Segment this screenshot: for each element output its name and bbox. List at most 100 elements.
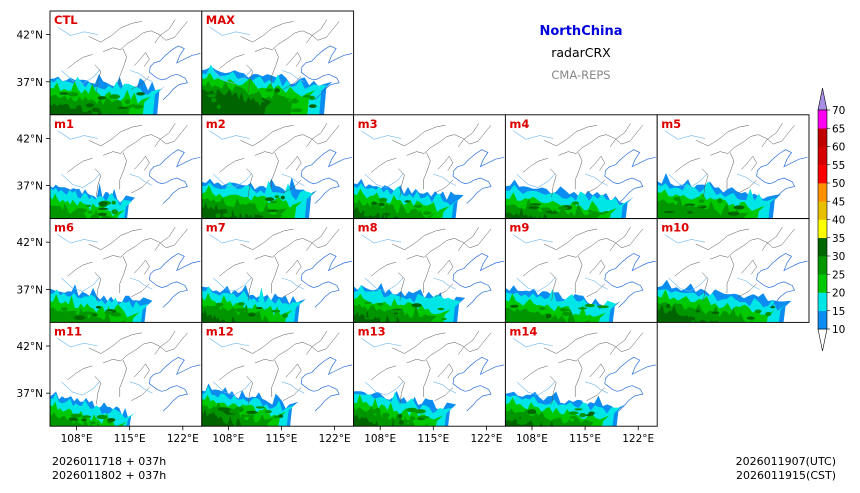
province-border [285, 363, 302, 379]
panel-label: m2 [206, 117, 226, 131]
river [57, 234, 98, 244]
province-border [370, 157, 397, 173]
convective-cell [248, 312, 256, 317]
panel-m12: m12 [201, 321, 355, 427]
convective-cell [562, 311, 571, 316]
province-border [589, 259, 606, 275]
convective-cell [603, 211, 609, 214]
x-tick-label: 122°E [319, 433, 351, 445]
panel-field-m7 [201, 226, 353, 323]
river [364, 380, 404, 396]
province-border [154, 19, 176, 44]
colorbar-label: 70 [832, 105, 845, 117]
convective-cell [220, 316, 229, 320]
y-tick-label: 37°N [17, 181, 43, 193]
convective-cell [132, 104, 144, 109]
province-border [550, 168, 557, 197]
convective-cell [398, 413, 403, 419]
province-border [574, 359, 583, 397]
province-border [240, 332, 294, 354]
convective-cell [217, 407, 230, 412]
panel-m13: m13 [353, 321, 506, 427]
colorbar-extend-min [817, 328, 828, 352]
province-border [219, 54, 245, 69]
province-border [398, 376, 405, 405]
panel-m7: m7 [201, 218, 355, 323]
province-border [282, 179, 302, 194]
convective-cell [243, 414, 255, 418]
convective-cell [60, 307, 68, 311]
panel-field-m2 [201, 123, 353, 219]
coastline-north [463, 253, 504, 272]
coastline-north [615, 253, 656, 272]
convective-cell [85, 103, 94, 108]
convective-cell [390, 209, 397, 213]
convective-cell [437, 307, 445, 311]
river [212, 69, 253, 85]
convective-cell [59, 92, 69, 95]
province-border [219, 365, 245, 381]
convective-cell [411, 303, 422, 308]
convective-cell [124, 99, 130, 105]
convective-cell [584, 303, 595, 308]
province-border [131, 283, 150, 298]
convective-cell [272, 94, 282, 99]
init-time-cst: 2026011802 + 037h [52, 469, 166, 482]
province-border [219, 157, 245, 173]
province-border [370, 261, 397, 277]
colorbar-label: 45 [832, 196, 845, 208]
river [212, 276, 253, 292]
convective-cell [578, 307, 588, 310]
panel-label: m9 [509, 221, 529, 235]
province-border [558, 332, 643, 364]
colorbar-label: 60 [832, 142, 845, 154]
x-tick-label: 115°E [266, 433, 298, 445]
reflectivity-area-30dbz [505, 207, 548, 219]
init-time-utc: 2026011718 + 037h [52, 455, 166, 468]
panel-field-m13 [353, 330, 504, 427]
convective-cell [97, 212, 108, 216]
province-border [88, 228, 142, 250]
convective-cell [265, 197, 275, 202]
river [209, 234, 250, 244]
province-border [254, 125, 340, 156]
province-border [423, 152, 431, 190]
convective-cell [414, 409, 426, 414]
province-border [437, 363, 454, 379]
convective-cell [236, 308, 248, 313]
convective-cell [407, 317, 415, 321]
province-border [240, 228, 294, 250]
panel-field-m8 [353, 226, 504, 323]
convective-cell [423, 211, 432, 216]
province-border [609, 123, 631, 148]
river [664, 234, 706, 244]
panel-m9: m9 [504, 218, 658, 323]
convective-cell [72, 106, 77, 109]
reflectivity-area-30dbz [201, 408, 255, 427]
convective-cell [440, 317, 447, 321]
river [361, 130, 402, 140]
river [129, 381, 153, 394]
province-border [392, 228, 446, 250]
river [281, 70, 305, 83]
convective-cell [216, 104, 221, 110]
reflectivity-area-30dbz [353, 414, 395, 427]
convective-cell [274, 214, 283, 217]
coastline [300, 164, 340, 204]
river [512, 234, 554, 244]
convective-cell [236, 204, 243, 208]
axes-ticks: 108°E 115°E 122°E 108°E 115°E 122°E 108°E 115°E… [17, 30, 655, 446]
province-border [154, 226, 176, 251]
panel-m14: m14 [504, 321, 658, 427]
colorbar-segment [818, 146, 827, 166]
y-tick-label: 37°N [17, 284, 43, 296]
coastline-north [311, 253, 353, 272]
convective-cell [56, 419, 61, 422]
convective-cell [695, 309, 700, 313]
convective-cell [240, 414, 246, 418]
convective-cell [91, 107, 100, 113]
convective-cell [574, 408, 583, 411]
province-border [246, 168, 253, 197]
convective-cell [278, 414, 284, 418]
province-border [67, 261, 93, 277]
